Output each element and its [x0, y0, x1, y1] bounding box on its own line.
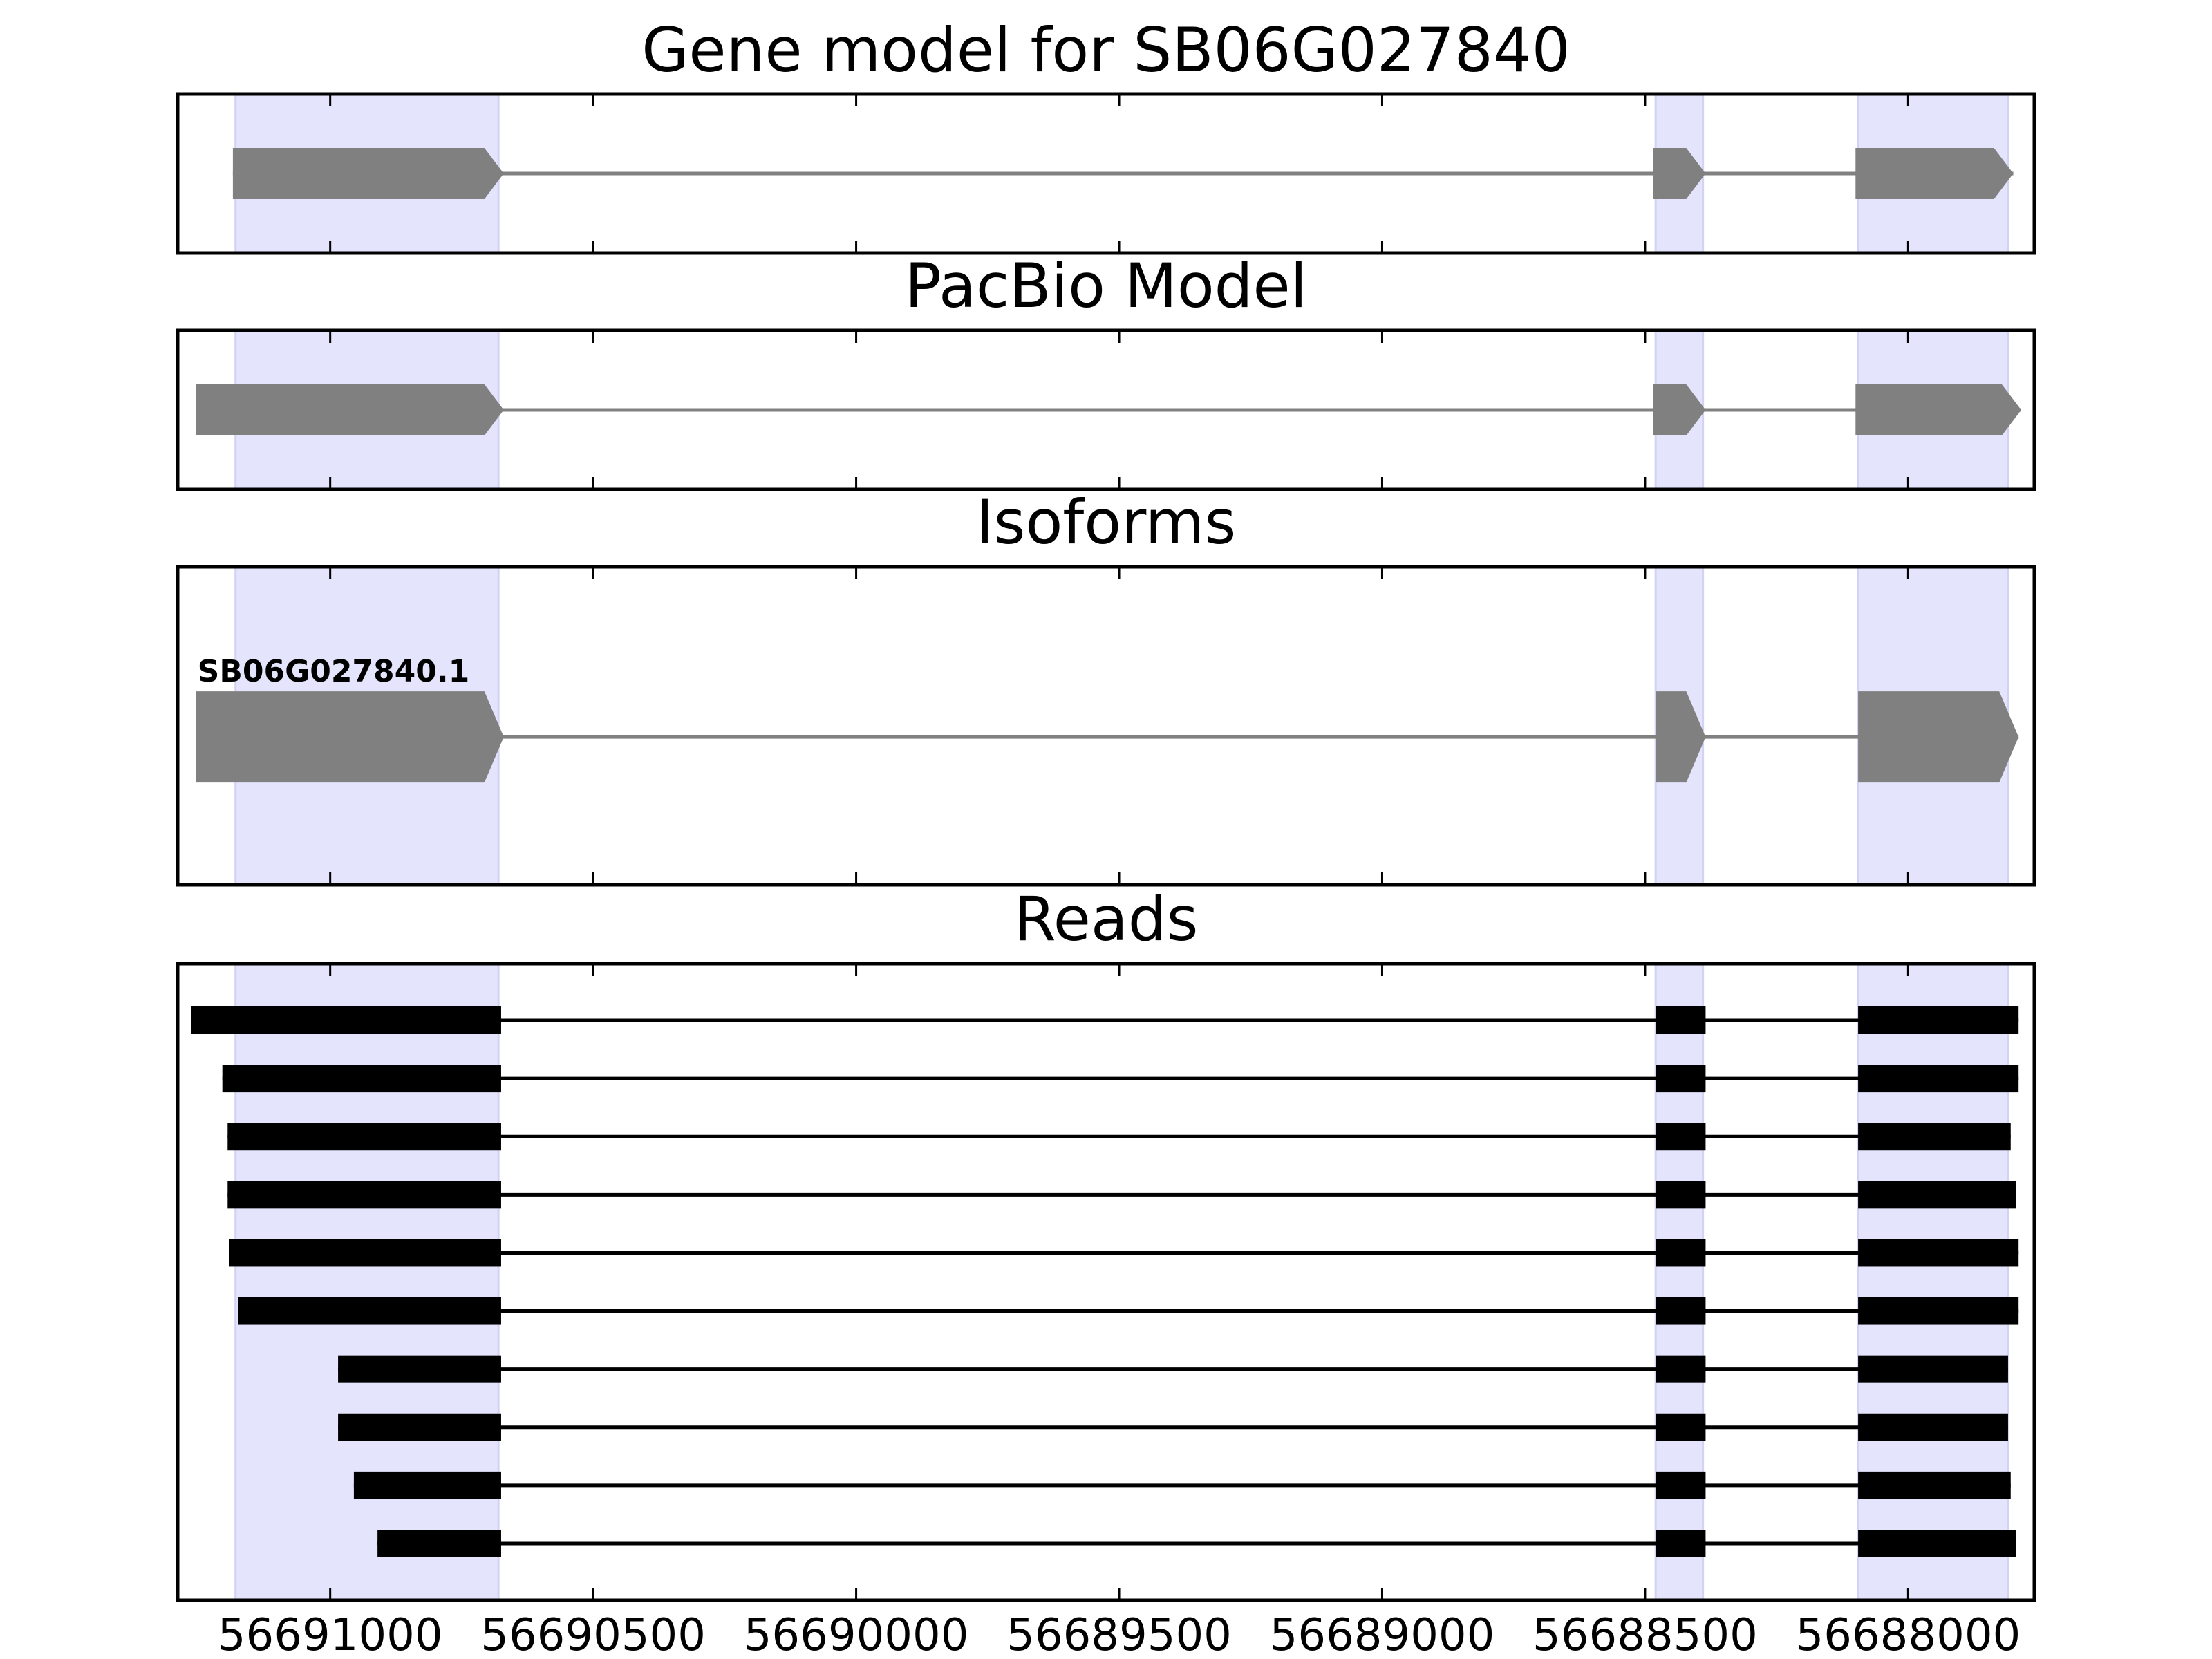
x-tick-label: 56691000	[218, 1610, 443, 1659]
isoform-label: SB06G027840.1	[198, 654, 470, 689]
read-track	[227, 1123, 2011, 1151]
panel-plot-area: SB06G027840.1	[196, 567, 2019, 885]
panel-title: PacBio Model	[905, 250, 1307, 321]
x-tick-label: 56689000	[1270, 1610, 1495, 1659]
read-track	[222, 1065, 2019, 1093]
exon-arrow	[196, 691, 504, 783]
read-exon-block	[353, 1471, 501, 1499]
panel-plot-area	[232, 94, 2014, 253]
read-exon-block	[1656, 1181, 1706, 1209]
read-exon-block	[1656, 1123, 1706, 1151]
panel-4: Reads 56691000 56690500 56690000 56689500 566…	[176, 883, 2036, 1659]
x-tick-label: 56688500	[1533, 1610, 1758, 1659]
highlight-region	[234, 964, 500, 1600]
read-exon-block	[1656, 1471, 1706, 1499]
x-tick-label: 56690500	[480, 1610, 706, 1659]
read-exon-block	[229, 1239, 501, 1267]
read-exon-block	[1858, 1123, 2011, 1151]
read-track	[227, 1181, 2016, 1209]
panel-frame	[176, 962, 2036, 1602]
read-exon-block	[222, 1065, 501, 1093]
read-exon-block	[1858, 1065, 2019, 1093]
read-exon-block	[1858, 1471, 2011, 1499]
read-track	[238, 1297, 2019, 1325]
read-exon-block	[377, 1530, 501, 1557]
exon-arrow	[1858, 691, 2019, 783]
read-exon-block	[338, 1355, 501, 1383]
read-exon-block	[1656, 1413, 1706, 1441]
x-tick-label: 56689500	[1006, 1610, 1232, 1659]
exon-arrow	[1653, 384, 1706, 435]
panel-2: PacBio Model	[176, 250, 2036, 491]
panel-plot-area	[191, 964, 2019, 1600]
read-exon-block	[227, 1123, 501, 1151]
read-exon-block	[1858, 1297, 2019, 1325]
read-exon-block	[1656, 1297, 1706, 1325]
gene-track: SB06G027840.1	[196, 654, 2019, 783]
gene-track	[232, 148, 2014, 199]
highlight-region	[1857, 964, 2009, 1600]
panel-title: Reads	[1014, 883, 1199, 955]
panel-title: Gene model for SB06G027840	[641, 15, 1571, 86]
read-exon-block	[238, 1297, 501, 1325]
read-track	[377, 1530, 2016, 1557]
read-exon-block	[1656, 1355, 1706, 1383]
read-exon-block	[1656, 1530, 1706, 1557]
panel-frame	[176, 92, 2036, 255]
read-exon-block	[1858, 1530, 2016, 1557]
read-exon-block	[1858, 1239, 2019, 1267]
exon-arrow	[1855, 148, 2014, 199]
read-exon-block	[1858, 1355, 2008, 1383]
read-exon-block	[227, 1181, 501, 1209]
read-exon-block	[1656, 1006, 1706, 1034]
gene-track	[196, 384, 2021, 435]
read-exon-block	[338, 1413, 501, 1441]
x-tick-label: 56690000	[744, 1610, 969, 1659]
read-exon-block	[191, 1006, 501, 1034]
highlight-region	[1654, 964, 1705, 1600]
read-exon-block	[1858, 1413, 2008, 1441]
read-exon-block	[1858, 1006, 2019, 1034]
panel-title: Isoforms	[976, 487, 1237, 558]
read-exon-block	[1656, 1239, 1706, 1267]
panel-1: Gene model for SB06G027840	[176, 15, 2036, 255]
panel-3: Isoforms SB06G027840.1	[176, 487, 2036, 887]
read-track	[353, 1471, 2011, 1499]
panel-frame	[176, 565, 2036, 887]
x-tick-label: 56688000	[1796, 1610, 2021, 1659]
read-track	[338, 1413, 2008, 1441]
read-track	[229, 1239, 2019, 1267]
exon-arrow	[196, 384, 504, 435]
read-track	[191, 1006, 2019, 1034]
exon-arrow	[1855, 384, 2021, 435]
read-exon-block	[1858, 1181, 2016, 1209]
exon-arrow	[232, 148, 504, 199]
exon-arrow	[1653, 148, 1706, 199]
exon-arrow	[1656, 691, 1706, 783]
panel-frame	[176, 328, 2036, 491]
read-exon-block	[1656, 1065, 1706, 1093]
panel-plot-area	[196, 330, 2021, 489]
read-track	[338, 1355, 2008, 1383]
